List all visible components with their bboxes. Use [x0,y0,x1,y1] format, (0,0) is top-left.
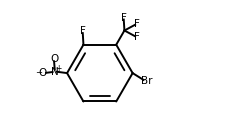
Text: Br: Br [141,76,152,86]
Text: F: F [121,13,127,22]
Text: F: F [80,26,86,36]
Text: O: O [50,54,58,64]
Text: F: F [134,32,140,42]
Text: +: + [55,64,62,73]
Text: O: O [38,68,47,78]
Text: N: N [51,67,59,77]
Text: −: − [35,68,42,77]
Text: F: F [134,19,140,29]
